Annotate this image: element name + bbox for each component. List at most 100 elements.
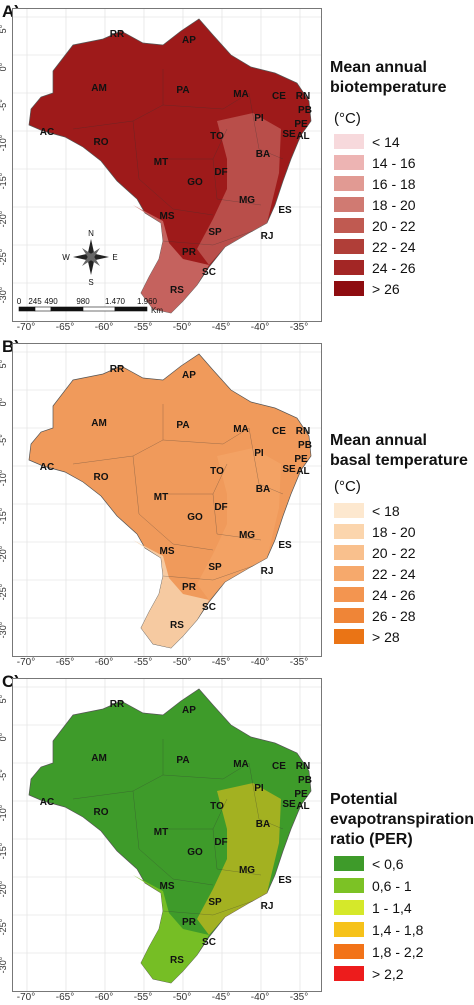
x-tick-label: -55° <box>133 322 153 333</box>
legend-swatch <box>334 260 364 275</box>
state-label-ms: MS <box>160 546 175 557</box>
state-label-to: TO <box>210 131 224 142</box>
state-boundary <box>162 565 254 581</box>
legend-swatch <box>334 239 364 254</box>
legend-label: 14 - 16 <box>372 154 416 171</box>
x-tick-label: -55° <box>133 992 153 1003</box>
legend-label: > 28 <box>372 628 400 645</box>
state-label-sc: SC <box>202 937 216 948</box>
y-tick-label: -5° <box>0 99 8 111</box>
state-boundary <box>162 92 250 110</box>
state-label-ce: CE <box>272 426 286 437</box>
legend-label: 26 - 28 <box>372 607 416 624</box>
state-label-ac: AC <box>40 797 54 808</box>
state-label-pa: PA <box>176 755 189 766</box>
legend-swatch <box>334 197 364 212</box>
state-boundary <box>72 739 164 800</box>
country-shape <box>28 688 312 984</box>
map-frame: RR AP AM PA MA CE RN PB PE AL SE AC RO PI TO BA MT GO DF MG… <box>12 343 322 657</box>
x-tick-label: -65° <box>55 992 75 1003</box>
state-boundary <box>162 900 254 916</box>
state-label-pa: PA <box>176 420 189 431</box>
panel-b: B) RR AP AM PA MA CE RN PB PE AL SE AC RO PI TO BA MT GO D… <box>0 335 474 670</box>
state-label-pb: PB <box>298 440 312 451</box>
state-label-ce: CE <box>272 761 286 772</box>
legend-item: < 14 <box>334 133 400 150</box>
state-label-df: DF <box>214 167 227 178</box>
state-label-rs: RS <box>170 620 184 631</box>
state-boundary <box>138 178 214 216</box>
y-tick-label: 0° <box>0 397 8 407</box>
state-label-pe: PE <box>294 789 308 800</box>
x-tick-label: -40° <box>250 657 270 668</box>
state-label-ms: MS <box>160 881 175 892</box>
y-tick-label: -30° <box>0 956 8 974</box>
y-tick-label: -30° <box>0 621 8 639</box>
southern-region <box>133 875 209 983</box>
state-label-ac: AC <box>40 462 54 473</box>
y-tick-label: -25° <box>0 918 8 936</box>
state-label-rn: RN <box>296 91 310 102</box>
compass-w: W <box>62 253 70 262</box>
legend-label: < 14 <box>372 133 400 150</box>
state-label-df: DF <box>214 837 227 848</box>
state-label-sc: SC <box>202 267 216 278</box>
legend-item: 1 - 1,4 <box>334 900 412 916</box>
legend-swatch <box>334 503 364 518</box>
state-label-am: AM <box>91 753 107 764</box>
state-label-ma: MA <box>233 759 249 770</box>
state-label-mt: MT <box>154 492 168 503</box>
x-tick-label: -40° <box>250 322 270 333</box>
x-tick-label: -65° <box>55 657 75 668</box>
x-tick-label: -65° <box>55 322 75 333</box>
state-label-ac: AC <box>40 127 54 138</box>
legend-label: 22 - 24 <box>372 238 416 255</box>
legend-swatch <box>334 134 364 149</box>
legend-label: 24 - 26 <box>372 586 416 603</box>
legend-item: 22 - 24 <box>334 238 416 255</box>
x-tick-label: -60° <box>94 657 114 668</box>
legend-item: 20 - 22 <box>334 544 416 561</box>
state-label-mg: MG <box>239 865 255 876</box>
state-label-pb: PB <box>298 775 312 786</box>
legend-item: < 18 <box>334 503 400 519</box>
state-label-go: GO <box>187 512 203 523</box>
state-label-go: GO <box>187 177 203 188</box>
legend-item: 14 - 16 <box>334 154 416 171</box>
x-tick-label: -40° <box>250 992 270 1003</box>
state-boundary <box>248 427 284 495</box>
state-boundary <box>132 120 140 180</box>
y-tick-label: -15° <box>0 842 8 860</box>
x-tick-label: -70° <box>16 992 36 1003</box>
legend-swatch <box>334 900 364 915</box>
y-tick-label: 5° <box>0 694 8 704</box>
y-tick-label: -10° <box>0 469 8 487</box>
legend-swatch <box>334 608 364 623</box>
legend-label: 20 - 22 <box>372 544 416 561</box>
legend-item: < 0,6 <box>334 856 404 872</box>
map-frame: RR AP AM PA MA CE RN PB PE AL SE AC RO PI TO BA MT GO DF MG… <box>12 8 322 322</box>
state-label-al: AL <box>296 466 309 477</box>
country-shape <box>28 353 312 649</box>
legend-item: 26 - 28 <box>334 607 416 624</box>
legend-swatch <box>334 176 364 191</box>
state-boundary <box>132 455 140 515</box>
state-boundary <box>138 848 214 886</box>
scale-bar-label: 490 <box>44 297 58 306</box>
legend-item: > 26 <box>334 280 400 297</box>
state-boundary <box>138 513 214 551</box>
state-label-ap: AP <box>182 35 196 46</box>
state-label-es: ES <box>278 875 292 886</box>
y-tick-label: -5° <box>0 769 8 781</box>
legend-label: > 2,2 <box>372 965 404 982</box>
southern-region <box>133 540 209 648</box>
state-label-sp: SP <box>208 897 222 908</box>
y-tick-label: -15° <box>0 507 8 525</box>
state-boundary <box>162 230 254 246</box>
legend-label: 16 - 18 <box>372 175 416 192</box>
y-tick-label: -25° <box>0 583 8 601</box>
legend-label: > 26 <box>372 280 400 297</box>
state-label-ro: RO <box>94 807 109 818</box>
